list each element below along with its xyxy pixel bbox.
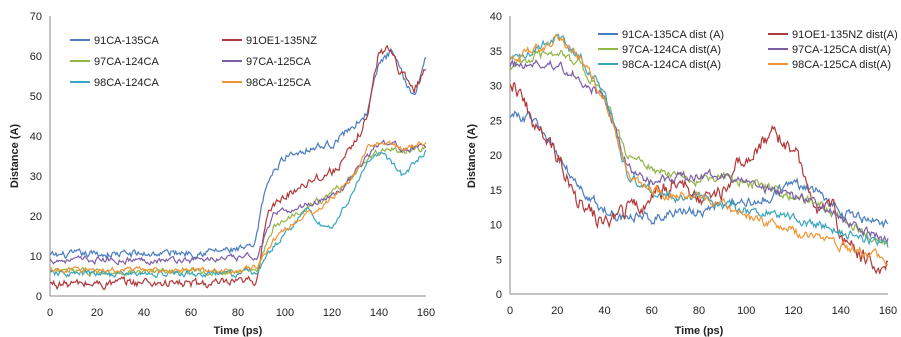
chart-left-x-tick-60: 60 bbox=[185, 307, 197, 319]
chart-right-series-3-line bbox=[509, 58, 889, 245]
chart-left-series-3-line bbox=[49, 139, 427, 266]
chart-right-legend-label-3: 97CA-125CA dist(A) bbox=[792, 44, 891, 56]
chart-left-x-tick-20: 20 bbox=[91, 307, 103, 319]
chart-right-legend-label-1: 91OE1-135NZ dist(A) bbox=[792, 29, 898, 41]
chart-left-legend-label-3: 97CA-125CA bbox=[246, 56, 311, 68]
chart-right-series-2-line bbox=[509, 49, 889, 246]
chart-right-x-ticks: 0 20 40 60 80 100 120 140 160 bbox=[507, 305, 897, 317]
chart-right-y-tick-10: 10 bbox=[490, 220, 502, 232]
chart-right-legend-label-0: 91CA-135CA dist (A) bbox=[622, 29, 724, 41]
chart-right-x-tick-80: 80 bbox=[693, 305, 705, 317]
chart-right-legend-label-2: 97CA-124CA dist(A) bbox=[622, 44, 721, 56]
chart-right-x-tick-40: 40 bbox=[598, 305, 610, 317]
chart-left-y-title: Distance (A) bbox=[9, 124, 21, 189]
chart-left-x-tick-140: 140 bbox=[370, 307, 388, 319]
chart-left: 0 10 20 30 40 50 60 70 0 20 40 60 80 100 120 140 160 91… bbox=[9, 11, 435, 337]
chart-right-y-tick-15: 15 bbox=[490, 185, 502, 197]
chart-right-y-tick-5: 5 bbox=[496, 254, 502, 266]
chart-left-x-tick-0: 0 bbox=[47, 307, 53, 319]
chart-right-x-title: Time (ps) bbox=[675, 325, 724, 337]
chart-left-x-title: Time (ps) bbox=[214, 325, 263, 337]
chart-right-y-tick-25: 25 bbox=[490, 115, 502, 127]
chart-left-series-0-line bbox=[49, 47, 427, 260]
chart-right-x-tick-20: 20 bbox=[551, 305, 563, 317]
chart-right-y-tick-0: 0 bbox=[496, 289, 502, 301]
chart-right-y-title: Distance (A) bbox=[466, 124, 478, 189]
chart-left-x-tick-100: 100 bbox=[276, 307, 294, 319]
chart-right-y-tick-20: 20 bbox=[490, 150, 502, 162]
chart-left-y-tick-60: 60 bbox=[30, 51, 42, 63]
chart-right-x-tick-0: 0 bbox=[507, 305, 513, 317]
chart-left-legend: 91CA-135CA 91OE1-135NZ 97CA-124CA 97CA-125C… bbox=[70, 35, 317, 89]
chart-right-x-tick-160: 160 bbox=[879, 305, 897, 317]
chart-right-x-tick-120: 120 bbox=[784, 305, 802, 317]
chart-right-x-tick-60: 60 bbox=[646, 305, 658, 317]
chart-left-legend-label-0: 91CA-135CA bbox=[94, 35, 159, 47]
chart-left-legend-label-1: 91OE1-135NZ bbox=[246, 35, 317, 47]
chart-left-x-tick-80: 80 bbox=[232, 307, 244, 319]
chart-right-y-tick-40: 40 bbox=[490, 11, 502, 23]
chart-left-legend-label-2: 97CA-124CA bbox=[94, 56, 159, 68]
chart-left-series-4-line bbox=[49, 149, 427, 280]
chart-left-y-tick-50: 50 bbox=[30, 91, 42, 103]
chart-right-y-tick-35: 35 bbox=[490, 46, 502, 58]
chart-left-x-tick-120: 120 bbox=[323, 307, 341, 319]
chart-left-y-tick-20: 20 bbox=[30, 211, 42, 223]
chart-right-series-1-line bbox=[509, 82, 889, 275]
chart-left-y-tick-0: 0 bbox=[36, 291, 42, 303]
chart-left-y-tick-40: 40 bbox=[30, 131, 42, 143]
chart-left-y-ticks: 0 10 20 30 40 50 60 70 bbox=[30, 11, 42, 303]
chart-right-legend-label-4: 98CA-124CA dist(A) bbox=[622, 59, 721, 71]
chart-left-series-lines bbox=[49, 44, 427, 291]
chart-right-x-tick-100: 100 bbox=[737, 305, 755, 317]
chart-left-legend-label-4: 98CA-124CA bbox=[94, 77, 159, 89]
chart-right-y-ticks: 0 5 10 15 20 25 30 35 40 bbox=[490, 11, 502, 301]
chart-right-y-tick-30: 30 bbox=[490, 81, 502, 93]
chart-right-legend-label-5: 98CA-125CA dist(A) bbox=[792, 59, 891, 71]
chart-right: 0 5 10 15 20 25 30 35 40 0 20 40 60 80 100 120 140 160 9… bbox=[466, 11, 898, 337]
chart-left-series-5-line bbox=[49, 140, 427, 275]
chart-left-x-tick-160: 160 bbox=[417, 307, 435, 319]
chart-left-y-tick-30: 30 bbox=[30, 171, 42, 183]
chart-right-series-lines bbox=[509, 33, 889, 275]
chart-left-series-1-line bbox=[50, 44, 427, 291]
chart-right-legend: 91CA-135CA dist (A) 91OE1-135NZ dist(A) 97… bbox=[598, 29, 898, 71]
chart-left-legend-label-5: 98CA-125CA bbox=[246, 77, 311, 89]
chart-right-series-0-line bbox=[509, 110, 889, 229]
chart-left-y-tick-10: 10 bbox=[30, 251, 42, 263]
chart-left-y-tick-70: 70 bbox=[30, 11, 42, 23]
chart-left-x-ticks: 0 20 40 60 80 100 120 140 160 bbox=[47, 307, 435, 319]
chart-left-x-tick-40: 40 bbox=[138, 307, 150, 319]
chart-right-x-tick-140: 140 bbox=[832, 305, 850, 317]
chart-right-series-5-line bbox=[509, 33, 889, 266]
